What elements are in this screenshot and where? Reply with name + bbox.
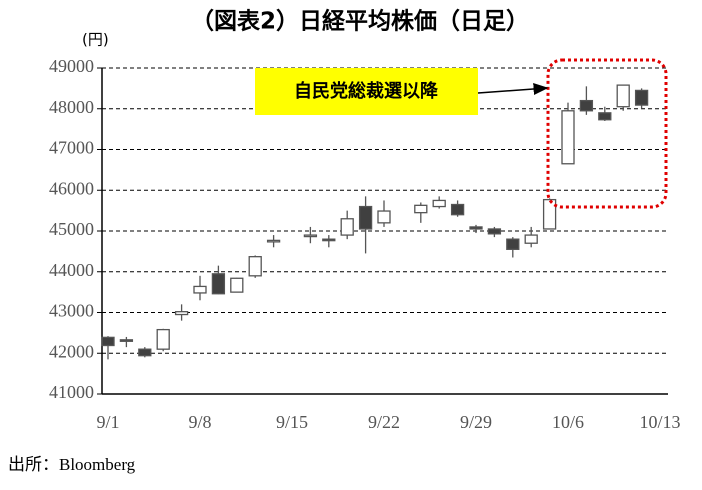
candle-body [450,203,465,216]
candle-body [138,348,152,357]
y-tick-label: 41000 [49,382,94,402]
x-tick-label: 9/15 [276,412,308,432]
plot-area: 41000 42000 43000 44000 45000 46000 47000 48000… [49,56,681,432]
candle-body [487,228,502,235]
source: 出所：Bloomberg [8,455,136,474]
y-tick-label: 44000 [49,260,94,280]
y-tick-label: 45000 [49,219,94,239]
candle-body [266,239,281,243]
candle-body [598,112,612,121]
x-tick-label: 9/8 [188,412,211,432]
annotation: 自民党総裁選以降 [294,80,439,102]
x-tick-label: 10/13 [639,412,680,432]
y-tick-label: 46000 [49,178,94,198]
candle-body [230,277,244,293]
y-tick-label: 42000 [49,341,94,361]
candle-body [358,205,373,230]
candle-body [193,285,207,294]
candle-body [561,110,575,165]
candle-body [616,84,630,108]
candle-body [634,89,649,106]
candle-body [248,256,262,277]
annotation-arrow [477,82,549,95]
candle-body [174,311,189,316]
candle-body [579,99,594,112]
candle-body [432,199,446,208]
x-tick-label: 9/22 [368,412,400,432]
candle-body [156,328,170,350]
candle-body [303,234,318,238]
y-tick-label: 49000 [49,56,94,76]
candle-body [542,198,557,230]
candle-body [119,339,134,342]
annotation-box [255,68,478,115]
y-tick-label: 47000 [49,138,94,158]
candle-body [524,234,538,244]
candle-body [211,273,226,295]
highlight-box [546,58,668,209]
chart-title: （図表2）日経平均株価（日足） [191,8,529,35]
candle-body [322,238,336,242]
candle-body [469,226,483,230]
y-unit: (円) [82,31,109,49]
candle-body [506,238,520,250]
candle-body [414,204,428,214]
x-tick-label: 9/1 [96,412,119,432]
x-tick-label: 10/6 [552,412,584,432]
candle-body [340,218,354,236]
y-tick-label: 43000 [49,301,94,321]
candle-body [101,336,115,347]
candle-body [377,210,391,224]
x-tick-label: 9/29 [460,412,492,432]
y-tick-label: 48000 [49,97,94,117]
